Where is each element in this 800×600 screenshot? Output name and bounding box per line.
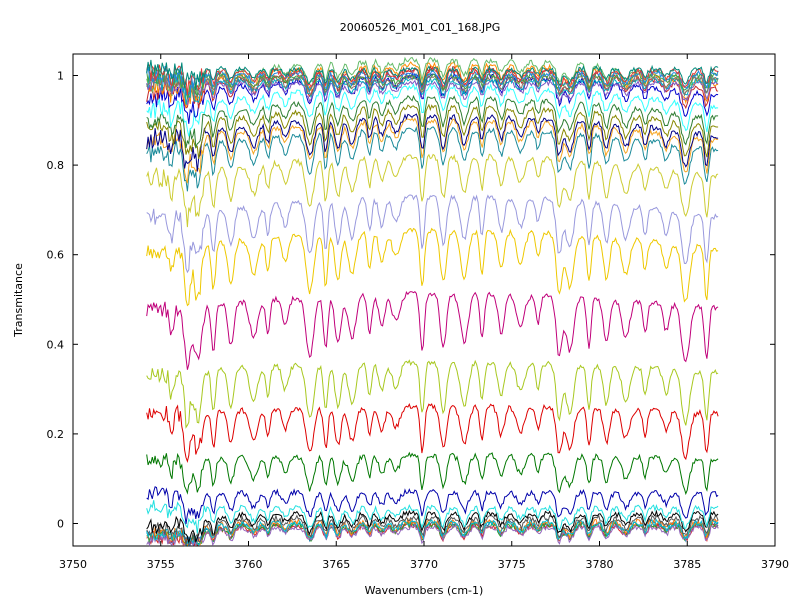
spectrum-trace xyxy=(146,103,719,159)
y-axis-label: Transmitance xyxy=(12,263,25,338)
spectrum-trace xyxy=(146,126,719,192)
y-axis-ticks: 0 0.2 0.4 0.6 0.8 1 xyxy=(47,70,775,531)
y-tick-label: 0.8 xyxy=(47,159,65,172)
spectrum-trace xyxy=(146,117,719,184)
spectrum-trace xyxy=(146,520,719,546)
spectrum-trace xyxy=(146,75,719,105)
y-tick-label: 0.6 xyxy=(47,249,65,262)
spectrum-trace xyxy=(146,513,719,546)
y-tick-label: 1 xyxy=(57,70,64,83)
spectrum-trace xyxy=(146,486,719,525)
x-tick-label: 3780 xyxy=(586,558,614,571)
spectrum-trace xyxy=(146,500,719,534)
chart-title: 20060526_M01_C01_168.JPG xyxy=(340,21,501,34)
spectrum-trace xyxy=(146,67,719,99)
x-tick-label: 3750 xyxy=(59,558,87,571)
y-tick-label: 0 xyxy=(57,518,64,531)
spectrum-trace xyxy=(146,71,719,105)
x-tick-label: 3765 xyxy=(322,558,350,571)
x-axis-ticks: 3750 3755 3760 3765 3770 3775 3780 3785 3790 xyxy=(59,54,789,571)
spectrum-trace xyxy=(146,523,719,547)
spectrum-trace xyxy=(146,227,719,307)
spectrum-trace xyxy=(146,403,719,464)
x-tick-label: 3755 xyxy=(147,558,175,571)
spectrum-trace xyxy=(146,518,719,547)
x-axis-label: Wavenumbers (cm-1) xyxy=(365,584,484,597)
y-tick-label: 0.2 xyxy=(47,428,65,441)
spectrum-trace xyxy=(146,509,719,543)
y-tick-label: 0.4 xyxy=(47,338,65,351)
spectrum-trace xyxy=(146,194,719,274)
x-tick-label: 3770 xyxy=(410,558,438,571)
spectrum-trace xyxy=(146,451,719,496)
spectrum-trace xyxy=(146,113,719,172)
spectrum-trace xyxy=(146,153,719,228)
spectrum-trace xyxy=(146,94,719,149)
spectrum-trace xyxy=(146,291,719,370)
spectrum-trace xyxy=(146,82,719,137)
spectrum-trace xyxy=(146,359,719,429)
spectrum-trace xyxy=(146,66,719,95)
x-tick-label: 3760 xyxy=(235,558,263,571)
spectra-traces xyxy=(146,56,719,547)
spectrum-trace xyxy=(146,59,719,91)
spectrum-trace xyxy=(146,72,719,124)
x-tick-label: 3775 xyxy=(498,558,526,571)
x-tick-label: 3785 xyxy=(673,558,701,571)
x-tick-label: 3790 xyxy=(761,558,789,571)
spectrum-trace xyxy=(146,63,719,96)
